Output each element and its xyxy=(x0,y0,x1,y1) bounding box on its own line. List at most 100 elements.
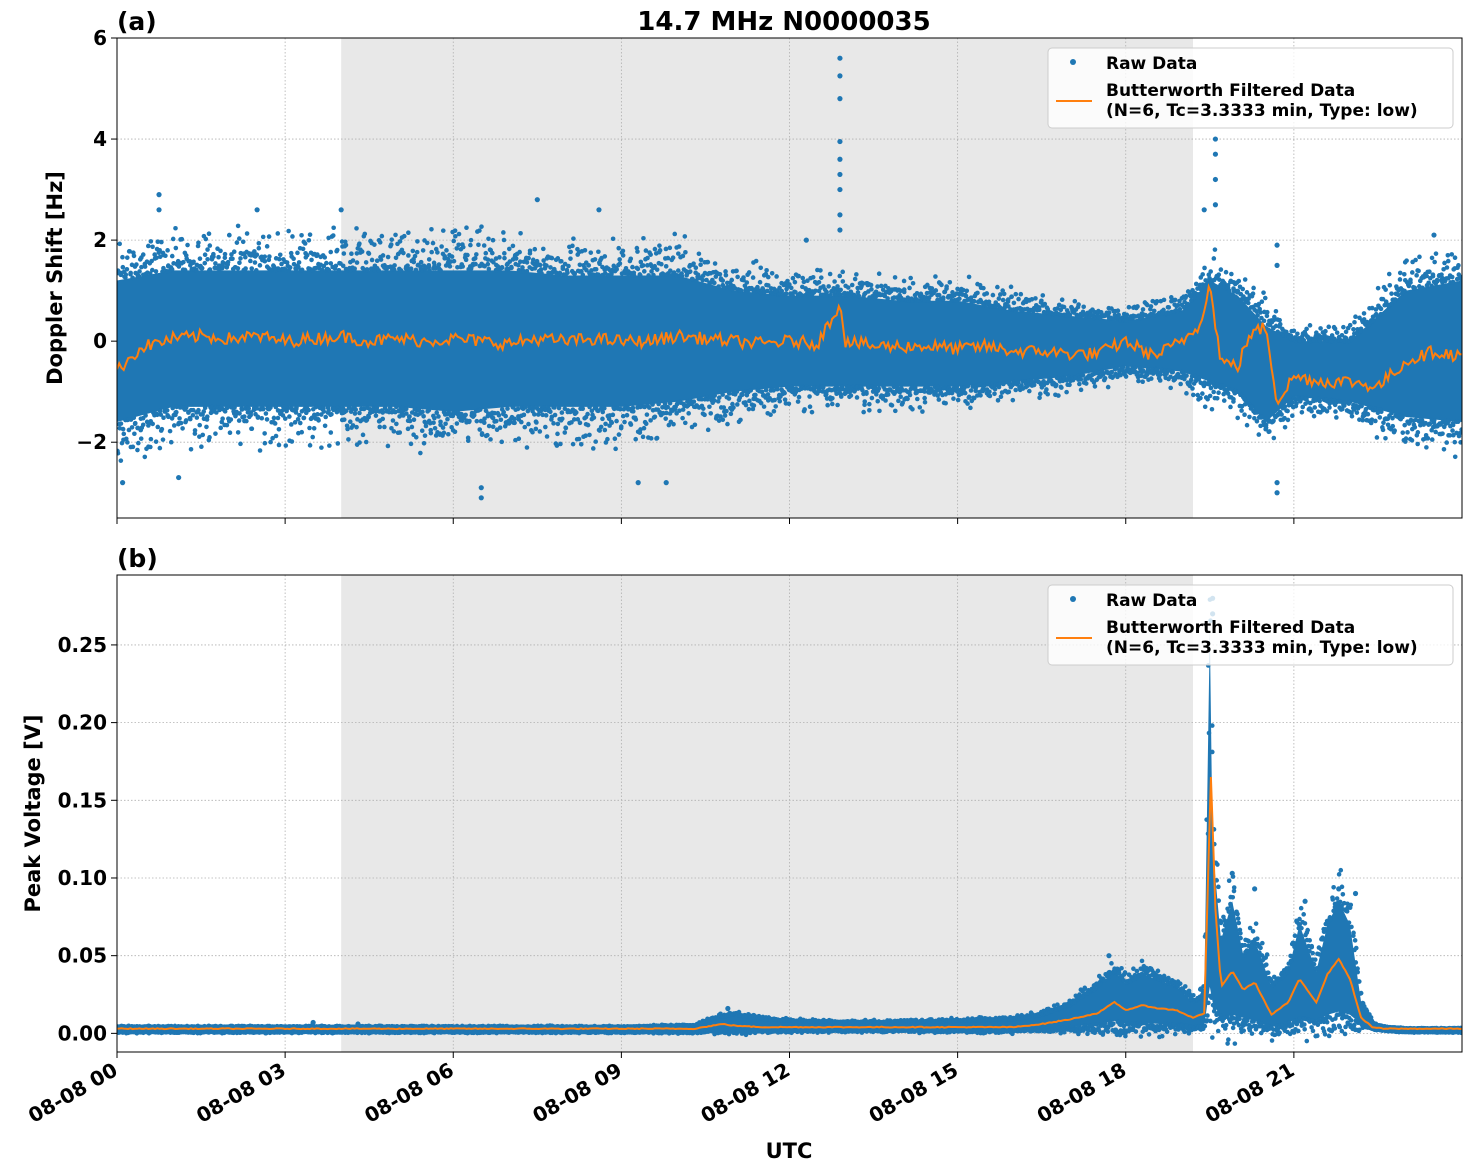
raw-data-point xyxy=(443,421,448,427)
raw-data-point xyxy=(763,387,769,393)
raw-data-point xyxy=(771,388,776,393)
raw-data-point xyxy=(128,271,133,277)
raw-data-point xyxy=(610,412,616,418)
raw-data-point xyxy=(964,288,970,294)
raw-data-point xyxy=(874,392,879,397)
raw-data-point xyxy=(428,427,434,433)
raw-data-point xyxy=(541,246,546,252)
raw-data-outlier xyxy=(837,171,843,178)
raw-data-point xyxy=(194,415,200,420)
raw-data-point xyxy=(614,418,619,424)
raw-data-point xyxy=(1429,283,1434,289)
raw-data-point xyxy=(860,387,865,393)
raw-data-point xyxy=(786,401,792,407)
raw-data-point xyxy=(935,393,940,398)
raw-data-point xyxy=(190,407,196,413)
raw-data-point xyxy=(266,234,272,239)
raw-data-point xyxy=(1244,290,1250,295)
raw-data-point xyxy=(479,224,484,229)
raw-data-point xyxy=(720,417,726,423)
raw-data-point xyxy=(362,231,368,237)
raw-data-outlier xyxy=(837,227,843,233)
raw-data-point xyxy=(427,267,432,273)
raw-data-point xyxy=(230,256,235,262)
raw-data-point xyxy=(1277,317,1282,323)
raw-data-point xyxy=(1434,277,1440,283)
raw-data-point xyxy=(1425,436,1431,441)
raw-data-point xyxy=(453,234,458,239)
raw-data-point xyxy=(330,233,336,238)
raw-data-point xyxy=(826,284,831,289)
raw-data-point xyxy=(618,406,623,412)
raw-data-point xyxy=(1005,297,1011,302)
raw-data-point xyxy=(730,401,735,407)
raw-data-point xyxy=(1324,408,1330,414)
raw-data-point xyxy=(787,282,792,287)
raw-data-point xyxy=(664,410,669,416)
raw-data-point xyxy=(1177,307,1183,312)
raw-data-point xyxy=(1412,285,1418,291)
raw-data-point xyxy=(380,410,386,415)
raw-data-point xyxy=(813,288,818,294)
raw-data-point xyxy=(132,431,137,437)
raw-data-point xyxy=(1433,429,1438,435)
raw-data-point xyxy=(465,435,471,441)
raw-data-point xyxy=(654,436,659,441)
raw-data-outlier xyxy=(1274,262,1280,268)
raw-data-point xyxy=(1447,433,1453,438)
raw-data-point xyxy=(315,252,320,257)
raw-data-point xyxy=(305,407,311,412)
raw-data-point xyxy=(1255,303,1261,308)
raw-data-outlier xyxy=(596,207,602,213)
raw-data-point xyxy=(867,407,872,413)
raw-data-point xyxy=(1175,302,1181,308)
raw-data-point xyxy=(650,402,655,407)
raw-data-point xyxy=(646,273,651,278)
raw-data-point xyxy=(957,296,962,302)
raw-data-point xyxy=(188,446,194,452)
raw-data-point xyxy=(445,416,450,422)
raw-data-point xyxy=(477,407,483,412)
raw-data-point xyxy=(827,271,833,277)
raw-data-point xyxy=(412,253,418,259)
raw-data-point xyxy=(1236,278,1242,284)
raw-data-point xyxy=(972,293,978,299)
raw-data-point xyxy=(414,249,420,255)
raw-data-point xyxy=(720,278,726,283)
raw-data-point xyxy=(638,259,644,265)
raw-data-point xyxy=(578,442,584,447)
raw-data-point xyxy=(1441,446,1447,452)
raw-data-point xyxy=(771,409,777,414)
raw-data-point xyxy=(207,243,213,248)
raw-data-point xyxy=(231,249,237,255)
raw-data-point xyxy=(577,262,583,268)
raw-data-point xyxy=(795,399,801,404)
raw-data-point xyxy=(527,405,533,411)
raw-data-point xyxy=(1282,424,1288,430)
raw-data-point xyxy=(852,276,858,282)
raw-data-point xyxy=(249,426,254,432)
raw-data-point xyxy=(1244,422,1250,428)
raw-data-point xyxy=(444,248,449,253)
raw-data-point xyxy=(490,415,496,421)
raw-data-point xyxy=(1263,425,1269,430)
raw-data-point xyxy=(521,412,527,418)
raw-data-point xyxy=(543,413,549,418)
raw-data-point xyxy=(634,245,640,251)
raw-data-point xyxy=(864,389,869,395)
raw-data-point xyxy=(145,243,151,249)
raw-data-point xyxy=(472,255,478,261)
raw-data-point xyxy=(1295,331,1300,337)
raw-data-point xyxy=(840,279,846,284)
raw-data-point xyxy=(476,242,481,248)
raw-data-point xyxy=(1353,314,1358,320)
raw-data-point xyxy=(268,439,273,445)
raw-data-point xyxy=(1151,308,1157,314)
raw-data-point xyxy=(421,440,427,446)
raw-data-point xyxy=(818,275,824,280)
raw-data-point xyxy=(161,415,166,420)
raw-data-point xyxy=(262,254,268,259)
raw-data-point xyxy=(1450,422,1456,428)
raw-data-point xyxy=(835,402,840,408)
raw-data-point xyxy=(761,404,767,409)
